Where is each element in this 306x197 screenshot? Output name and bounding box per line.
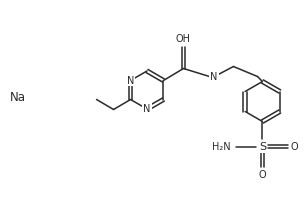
Text: N: N	[127, 75, 134, 85]
Text: OH: OH	[176, 33, 191, 44]
Text: O: O	[259, 170, 266, 180]
Text: N: N	[211, 72, 218, 82]
Text: Na: Na	[10, 90, 26, 103]
Text: H₂N: H₂N	[212, 141, 230, 151]
Text: N: N	[143, 104, 151, 114]
Text: S: S	[259, 141, 266, 151]
Text: O: O	[291, 141, 298, 151]
